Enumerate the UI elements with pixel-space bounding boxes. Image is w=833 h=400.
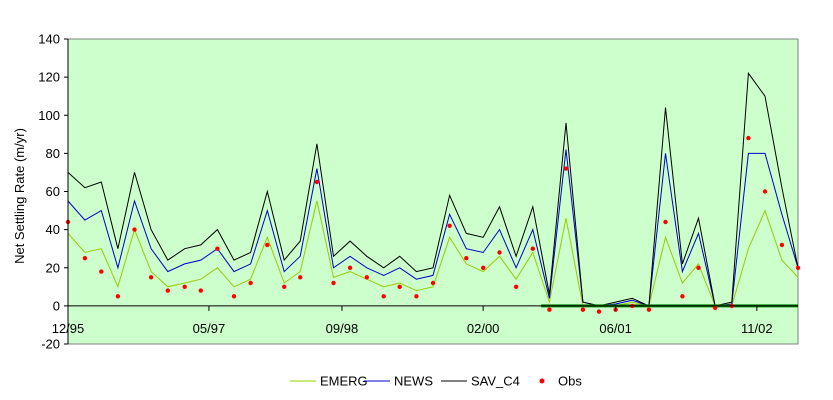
series-line-news — [67, 149, 799, 307]
obs-point — [795, 265, 801, 270]
obs-point — [148, 275, 154, 280]
obs-point — [347, 265, 353, 270]
x-tick-label: 06/01 — [599, 321, 632, 336]
obs-point — [115, 294, 121, 299]
plot-area — [67, 38, 799, 345]
obs-point — [215, 246, 220, 251]
series-layer — [67, 71, 799, 307]
obs-point — [464, 256, 469, 261]
obs-point — [497, 250, 502, 255]
x-tick-label: 05/97 — [193, 321, 226, 336]
y-tick-label: -20 — [41, 337, 60, 352]
legend-label-obs: Obs — [558, 374, 582, 389]
obs-point — [364, 275, 369, 280]
obs-point — [397, 284, 402, 289]
x-tick-label: 02/00 — [467, 321, 500, 336]
legend: EMERG NEWS SAV_C4 Obs — [290, 374, 582, 389]
obs-point — [314, 179, 320, 185]
obs-point — [265, 242, 270, 248]
x-tick-label: 11/02 — [741, 321, 773, 336]
series-line-sav-c4 — [67, 71, 799, 307]
obs-point — [132, 227, 137, 232]
obs-point — [580, 307, 586, 312]
y-tick-label: 0 — [53, 298, 60, 313]
obs-layer — [65, 135, 801, 314]
obs-point — [563, 166, 569, 171]
obs-point — [696, 265, 701, 270]
y-tick-label: 20 — [46, 260, 60, 275]
y-tick-label: 60 — [46, 184, 60, 199]
obs-point — [779, 242, 785, 248]
obs-point — [481, 265, 486, 270]
obs-point — [99, 269, 104, 274]
legend-label-news: NEWS — [394, 374, 433, 389]
x-tick-label: 09/98 — [326, 321, 359, 336]
obs-point — [198, 288, 203, 293]
y-axis-title: Net Settling Rate (m/yr) — [12, 128, 27, 264]
obs-point — [530, 246, 535, 251]
obs-point — [663, 219, 668, 225]
axes — [64, 38, 798, 345]
x-tick-labels: 12/95 05/97 09/98 02/00 06/01 11/02 — [52, 321, 773, 336]
legend-symbol-obs — [539, 378, 545, 384]
obs-point — [248, 280, 253, 286]
y-tick-label: 100 — [38, 108, 60, 123]
legend-label-sav-c4: SAV_C4 — [471, 374, 520, 389]
obs-point — [680, 294, 685, 299]
obs-point — [298, 275, 303, 280]
obs-point — [331, 280, 336, 286]
x-tick-label: 12/95 — [52, 321, 85, 336]
y-tick-labels: -20 0 20 40 60 80 100 120 140 — [38, 32, 60, 352]
legend-label-emerg: EMERG — [320, 374, 368, 389]
obs-point — [165, 288, 170, 293]
obs-point — [414, 294, 419, 299]
obs-point — [547, 307, 552, 312]
obs-point — [282, 284, 287, 289]
series-line-emerg — [67, 200, 799, 307]
obs-point — [381, 294, 386, 299]
obs-point — [513, 284, 519, 289]
obs-point — [231, 294, 237, 299]
y-tick-label: 140 — [38, 32, 60, 47]
obs-point — [596, 309, 602, 314]
obs-point — [712, 305, 718, 310]
obs-point — [182, 284, 187, 289]
y-tick-label: 120 — [38, 70, 60, 85]
y-tick-label: 80 — [46, 146, 60, 161]
obs-point — [746, 135, 751, 141]
obs-point — [762, 189, 768, 194]
obs-point — [646, 307, 652, 312]
y-tick-label: 40 — [46, 222, 60, 237]
obs-point — [430, 280, 436, 286]
obs-point — [447, 223, 452, 228]
obs-point — [82, 256, 88, 261]
